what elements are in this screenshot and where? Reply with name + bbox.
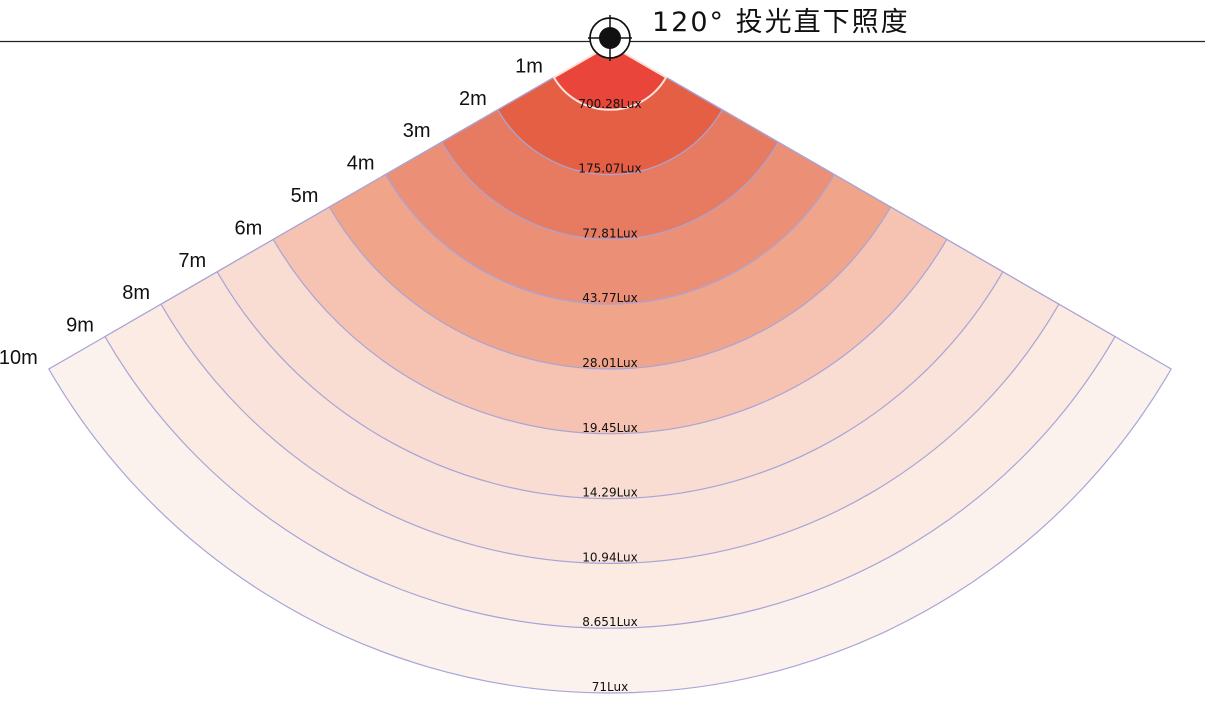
lux-label-2: 175.07Lux (578, 162, 641, 176)
distance-label-5: 5m (291, 185, 319, 207)
lux-label-3: 77.81Lux (582, 226, 638, 240)
distance-labels: 1m 2m 3m 4m 5m 6m 7m 8m 9m 10m (0, 55, 543, 369)
distance-label-4: 4m (347, 153, 375, 175)
lux-label-1: 700.28Lux (578, 97, 641, 111)
diagram-title: 120° 投光直下照度 (652, 7, 910, 38)
lux-label-4: 43.77Lux (582, 291, 638, 305)
lux-label-5: 28.01Lux (582, 356, 638, 370)
lux-label-7: 14.29Lux (582, 486, 638, 500)
distance-label-6: 6m (235, 217, 263, 239)
lux-label-9: 8.651Lux (582, 615, 638, 629)
ring-1m (552, 43, 668, 111)
lux-label-10: 71Lux (592, 680, 628, 694)
lux-labels: 700.28Lux 175.07Lux 77.81Lux 43.77Lux 28.01L… (578, 97, 641, 694)
illuminance-rings (47, 43, 1173, 694)
distance-label-7: 7m (178, 250, 206, 272)
distance-label-9: 9m (66, 315, 94, 337)
lux-label-6: 19.45Lux (582, 421, 638, 435)
distance-label-8: 8m (122, 282, 150, 304)
lux-label-8: 10.94Lux (582, 550, 638, 564)
lamp-crosshair-icon (588, 15, 632, 61)
distance-label-10: 10m (0, 347, 38, 369)
distance-label-3: 3m (403, 120, 431, 142)
distance-label-1: 1m (515, 55, 543, 77)
distance-label-2: 2m (459, 88, 487, 110)
